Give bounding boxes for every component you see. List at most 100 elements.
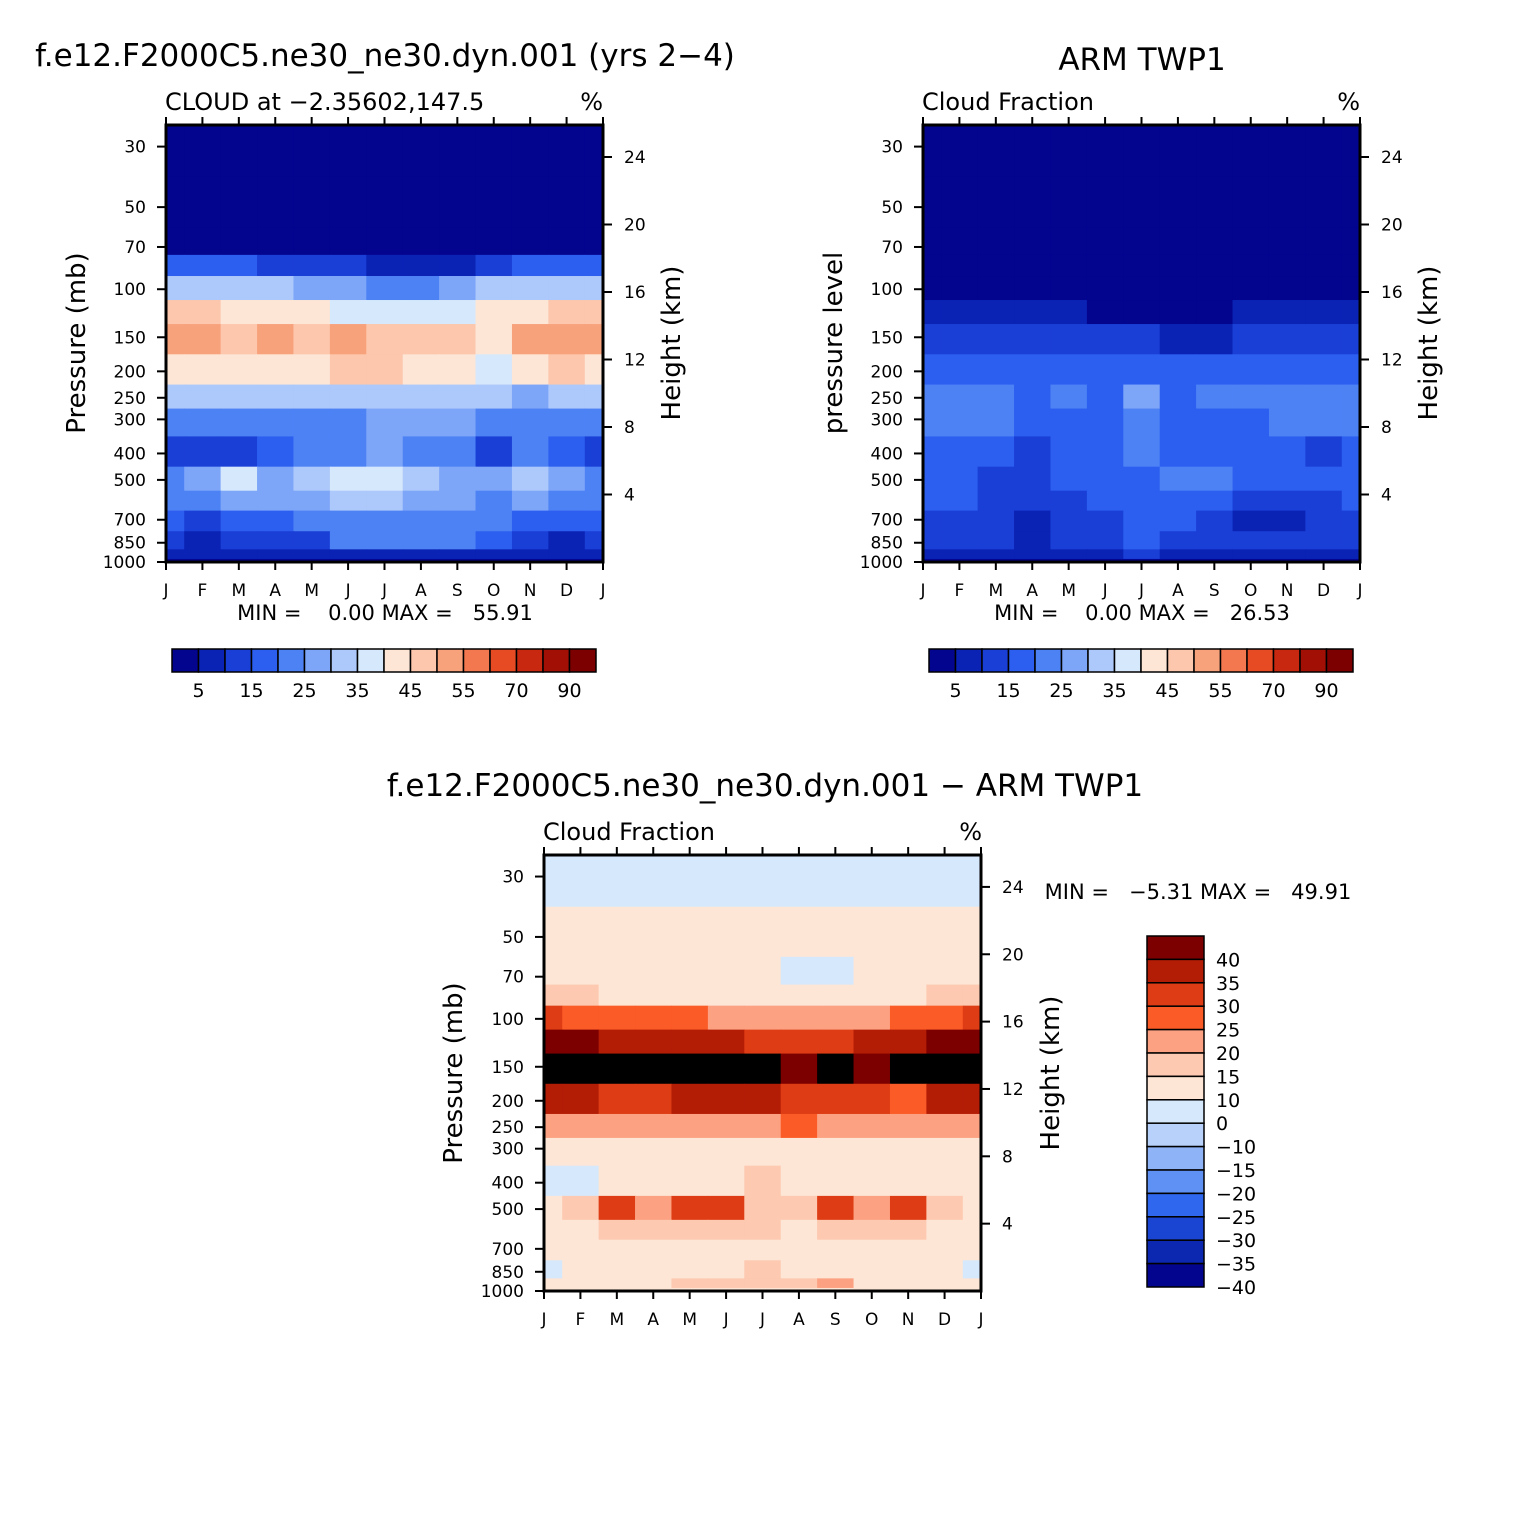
- diff-cell: [671, 1239, 709, 1261]
- model-cell: [439, 276, 477, 301]
- obs-cell: [1268, 384, 1306, 410]
- diff-cell: [817, 1195, 855, 1221]
- model-cell: [439, 125, 477, 178]
- diff-cell: [671, 1137, 709, 1167]
- obs-cell: [1014, 276, 1052, 301]
- obs-cell: [1050, 227, 1088, 256]
- diff-cell: [853, 1005, 891, 1031]
- obs-cell: [1123, 254, 1161, 277]
- obs-x-tick-label: N: [1281, 581, 1294, 601]
- model-cell: [257, 466, 295, 492]
- model-cell: [293, 384, 331, 410]
- diff-cell: [780, 1195, 818, 1221]
- model-x-tick-label: J: [162, 581, 168, 601]
- diff-cell: [744, 1239, 782, 1261]
- model-cell: [475, 254, 513, 277]
- obs-cell: [1268, 436, 1306, 468]
- diff-cell: [562, 984, 600, 1007]
- diff-cell: [926, 1239, 964, 1261]
- diff-cell: [707, 855, 745, 908]
- diff-cell: [926, 855, 964, 908]
- diff-cell: [544, 984, 563, 1007]
- obs-cell: [1123, 324, 1161, 355]
- obs-cell: [977, 436, 1015, 468]
- diff-cell: [780, 855, 818, 908]
- obs-y-tick-label: 70: [881, 238, 903, 258]
- diff-y2-tick-label: 4: [1002, 1215, 1013, 1235]
- obs-cell: [1341, 324, 1361, 355]
- diff-cell: [598, 906, 636, 958]
- obs-cell: [1341, 531, 1361, 550]
- diff-cell: [853, 1219, 891, 1241]
- model-cell: [548, 510, 586, 532]
- model-cell: [584, 300, 604, 325]
- obs-cell: [1305, 490, 1343, 512]
- diff-cell: [635, 1219, 673, 1241]
- diff-cell: [889, 984, 927, 1007]
- obs-cell: [941, 227, 979, 256]
- obs-cell: [941, 466, 979, 492]
- model-cell: [548, 227, 586, 256]
- diff-x-tick-label: S: [830, 1310, 841, 1330]
- diff-cell: [562, 1005, 600, 1031]
- obs-y-tick-label: 300: [871, 410, 903, 430]
- model-cell: [511, 354, 549, 386]
- diff-x-tick-label: A: [647, 1310, 659, 1330]
- diff-y-tick-label: 850: [492, 1263, 524, 1283]
- diff-y2-tick-label: 20: [1002, 945, 1024, 965]
- diff-cell: [817, 1219, 855, 1241]
- model-colorbar-label: 5: [192, 680, 204, 702]
- model-cell: [329, 408, 367, 438]
- obs-cell: [1305, 531, 1343, 550]
- model-colorbar-label: 15: [239, 680, 263, 702]
- model-x-tick-label: A: [415, 581, 427, 601]
- model-contour-fill: [166, 125, 604, 563]
- diff-contour-fill: [544, 855, 982, 1292]
- diff-colorbar-label: −30: [1216, 1230, 1256, 1252]
- diff-cell: [853, 1165, 891, 1197]
- model-cell: [220, 466, 258, 492]
- obs-colorbar-swatch: [1325, 648, 1354, 673]
- model-cell: [220, 436, 258, 468]
- diff-cell: [962, 1029, 982, 1055]
- model-cell: [584, 176, 604, 228]
- model-cell: [166, 531, 185, 550]
- diff-cell: [671, 906, 709, 958]
- obs-cell: [941, 531, 979, 550]
- diff-cell: [744, 1005, 782, 1031]
- obs-cell: [923, 300, 942, 325]
- obs-cell: [1232, 466, 1270, 492]
- obs-colorbar-swatch: [1272, 648, 1301, 673]
- model-cell: [548, 254, 586, 277]
- obs-cell: [1305, 254, 1343, 277]
- diff-cell: [889, 1029, 927, 1055]
- obs-cell: [1014, 531, 1052, 550]
- diff-cell: [744, 956, 782, 986]
- obs-cell: [1268, 531, 1306, 550]
- model-cell: [293, 300, 331, 325]
- model-cell: [220, 408, 258, 438]
- obs-cell: [941, 125, 979, 178]
- obs-colorbar-label: 90: [1314, 680, 1338, 702]
- diff-cell: [962, 1083, 982, 1115]
- panel-diff: f.e12.F2000C5.ne30_ne30.dyn.001 − ARM TW…: [387, 768, 1351, 1330]
- diff-colorbar-swatch: [1146, 1028, 1205, 1054]
- model-cell: [402, 436, 440, 468]
- diff-cell: [780, 906, 818, 958]
- panel-obs-colorbar: 5 15 25 35 45 55 70 90: [928, 648, 1354, 702]
- obs-cell: [1014, 384, 1052, 410]
- diff-cell: [889, 1005, 927, 1031]
- diff-colorbar-swatch: [1146, 1169, 1205, 1195]
- model-cell: [293, 354, 331, 386]
- diff-cell: [853, 1083, 891, 1115]
- obs-cell: [1268, 176, 1306, 228]
- model-colorbar-label: 45: [398, 680, 422, 702]
- diff-cell: [671, 1005, 709, 1031]
- model-cell: [439, 176, 477, 228]
- diff-cell: [817, 1029, 855, 1055]
- obs-x-tick-label: S: [1209, 581, 1220, 601]
- diff-cell: [962, 1053, 982, 1085]
- model-cell: [184, 510, 222, 532]
- model-cell: [402, 531, 440, 550]
- obs-cell: [941, 276, 979, 301]
